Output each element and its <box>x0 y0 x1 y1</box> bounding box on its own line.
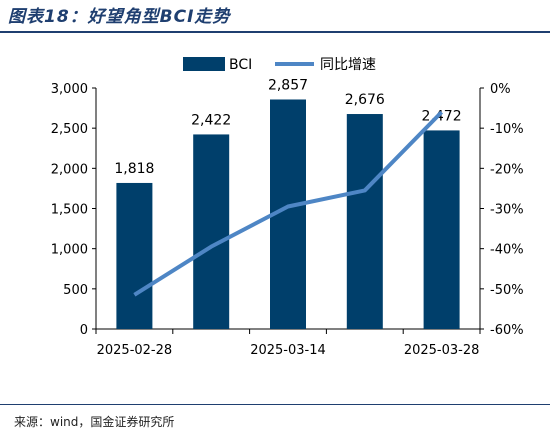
line-series-group <box>133 110 444 297</box>
right-axis-tick-label: 0% <box>490 82 511 97</box>
left-axis-tick-label: 0 <box>80 323 88 338</box>
footer-divider <box>0 404 550 405</box>
chart-title: 图表18：好望角型BCI走势 <box>8 7 231 27</box>
right-axis-tick-label: -50% <box>490 283 524 298</box>
left-axis-tick-label: 1,000 <box>51 243 88 258</box>
right-axis-tick-label: -60% <box>490 323 524 338</box>
left-axis-tick-label: 2,500 <box>51 122 88 137</box>
right-axis-tick-label: -20% <box>490 162 524 177</box>
bars-group <box>116 99 460 329</box>
left-axis-tick-label: 1,500 <box>51 203 88 218</box>
bar-value-label: 2,676 <box>345 92 385 108</box>
bar-value-label: 2,857 <box>268 77 308 93</box>
x-axis-tick-label: 2025-02-28 <box>97 343 173 358</box>
axes-group: 0 500 1,000 1,500 2,000 2,500 3,000 -60% -50% -40… <box>51 82 524 358</box>
x-axis-tick-label: 2025-03-14 <box>250 343 326 358</box>
legend: BCI 同比增速 <box>183 57 376 73</box>
right-axis-tick-label: -10% <box>490 122 524 137</box>
bar-value-label: 2,422 <box>191 112 231 128</box>
bar <box>346 114 383 329</box>
left-axis-tick-label: 2,000 <box>51 162 88 177</box>
legend-label-bar: BCI <box>229 57 252 73</box>
legend-swatch-bar <box>183 57 225 71</box>
title-divider <box>0 31 550 33</box>
x-axis-tick-label: 2025-03-28 <box>404 343 480 358</box>
source-note: 来源：wind，国金证券研究所 <box>14 415 175 429</box>
right-axis-tick-label: -40% <box>490 243 524 258</box>
bar-value-label: 2,472 <box>422 108 462 124</box>
bar <box>193 134 230 329</box>
bar <box>116 182 153 329</box>
left-axis-tick-label: 500 <box>63 283 88 298</box>
bar <box>423 130 460 329</box>
bar-value-label: 1,818 <box>114 161 154 177</box>
right-axis-tick-label: -30% <box>490 203 524 218</box>
bar-labels-group: 1,818 2,422 2,857 2,676 2,472 <box>114 77 461 176</box>
legend-label-line: 同比增速 <box>320 57 376 73</box>
left-axis-tick-label: 3,000 <box>51 82 88 97</box>
